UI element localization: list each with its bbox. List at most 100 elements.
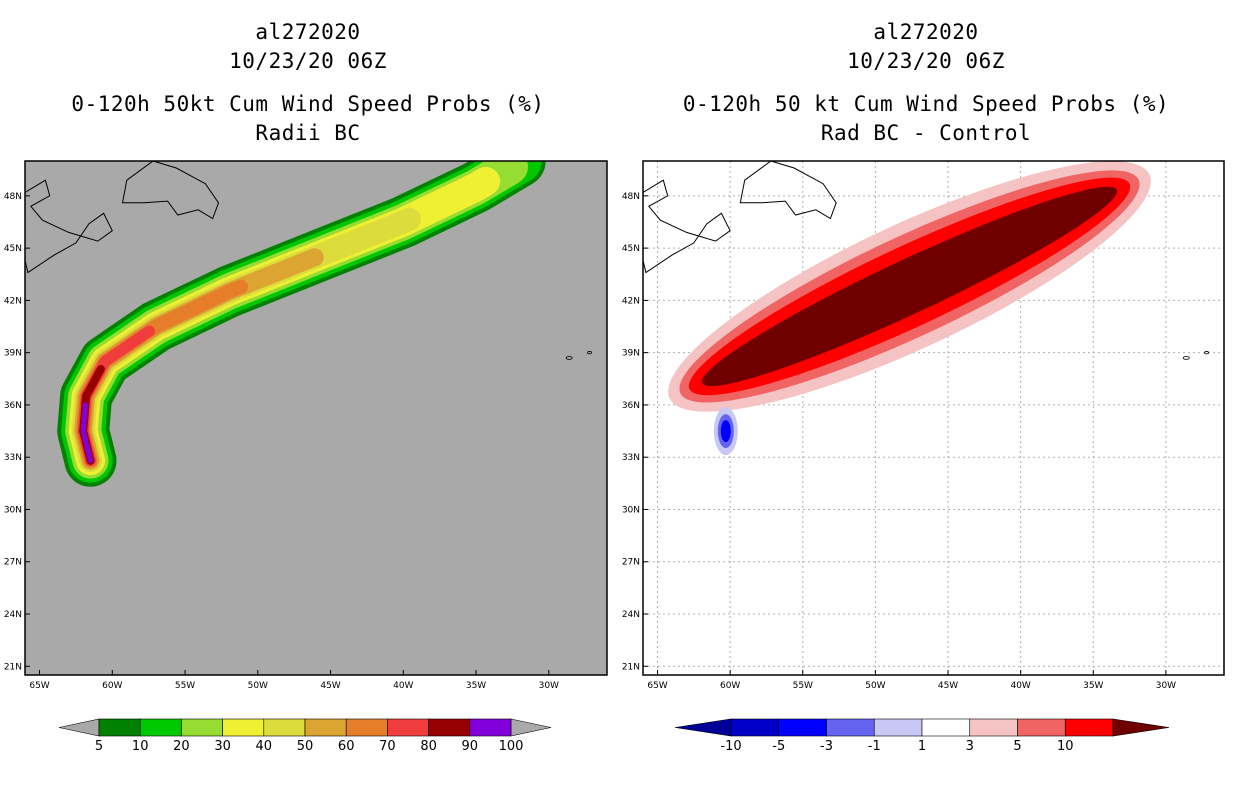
map-contents [643,161,1224,675]
right-map-panel: 65W 60W 55W 50W 45W 40W 35W 30W 21N 24N 27N 30N 33N 3… [622,160,1225,691]
colorbar-swatch [469,718,512,737]
left-title-storm: al272020 [255,20,361,44]
colorbar-over-arrow [510,718,552,737]
colorbar-label: 80 [420,739,437,754]
colorbar-swatch [181,718,223,737]
y-tick-label: 45N [622,244,640,254]
x-tick-label: 50W [248,681,268,691]
colorbar-label: 70 [379,739,396,754]
y-tick-label: 45N [4,244,22,254]
y-tick-label: 21N [4,662,22,672]
diff-band-3 [701,186,1118,387]
left-title-variant: Radii BC [255,121,361,145]
colorbar-label: 20 [173,739,190,754]
x-tick-label: 60W [720,681,740,691]
colorbar-swatch [98,718,141,737]
map-frame [24,160,608,676]
x-tick-label: 30W [539,681,559,691]
colorbar-swatch [304,718,347,737]
colorbar-over-arrow [1112,718,1170,737]
colorbar-label: -1 [868,739,881,754]
coastline-newfoundland [121,161,220,220]
colorbar-swatch [428,718,471,737]
y-tick-label: 27N [622,558,640,568]
colorbar-swatch [345,718,388,737]
x-tick-label: 65W [647,681,667,691]
colorbar-label: -3 [820,739,833,754]
y-tick-label: 24N [622,610,640,620]
right-title-product: 0-120h 50 kt Cum Wind Speed Probs (%) [682,92,1170,116]
colorbar-swatch [1064,718,1114,737]
colorbar-label: 90 [462,739,479,754]
right-title-storm: al272020 [873,20,979,44]
y-tick-label: 36N [4,401,22,411]
x-tick-label: 40W [1010,681,1030,691]
x-tick-label: 55W [793,681,813,691]
y-tick-label: 24N [4,610,22,620]
right-title-variant: Rad BC - Control [820,121,1032,145]
left-map-panel: 65W 60W 55W 50W 45W 40W 35W 30W 21N 24N 27N 30N 33N 3… [4,160,608,691]
colorbar-label: 10 [1057,739,1074,754]
azores-island [1204,351,1209,355]
colorbar-swatch [263,718,306,737]
x-tick-label: 50W [865,681,885,691]
colorbar-label: 3 [966,739,974,754]
x-tick-label: 40W [393,681,413,691]
map-frame [642,160,1225,676]
colorbar-label: 1 [918,739,926,754]
colorbar-swatch [1017,718,1066,737]
coastline-maritimes [643,179,731,274]
colorbar-label: 40 [256,739,273,754]
left-title-date: 10/23/20 06Z [229,49,387,73]
colorbar-swatch [826,718,875,737]
azores-island [565,356,573,360]
x-tick-label: 35W [1083,681,1103,691]
y-tick-label: 30N [622,505,640,515]
colorbar-label: 10 [132,739,149,754]
colorbar-under-arrow [674,718,732,737]
x-tick-label: 65W [29,681,49,691]
x-tick-label: 45W [938,681,958,691]
colorbar-label: -5 [772,739,785,754]
x-tick-label: 45W [320,681,340,691]
azores-island [1182,356,1190,360]
colorbar-swatch [730,718,780,737]
colorbar-label: 5 [1013,739,1021,754]
y-tick-label: 27N [4,558,22,568]
colorbar-swatch [969,718,1018,737]
neg-band-5 [720,420,731,443]
azores-island [587,351,592,355]
colorbar-swatch [778,718,827,737]
y-tick-label: 21N [622,662,640,672]
y-tick-label: 39N [4,349,22,359]
y-tick-label: 42N [4,296,22,306]
right-panel-title: al272020 10/23/20 06Z 0-120h 50 kt Cum W… [626,18,1226,148]
colorbar-label: 100 [499,739,524,754]
colorbar-label: 30 [214,739,231,754]
colorbar-swatch [139,718,182,737]
colorbar-under-arrow [58,718,100,737]
y-tick-label: 33N [4,453,22,463]
colorbar-swatch [222,718,265,737]
colorbar-swatch [873,718,923,737]
y-tick-label: 30N [4,505,22,515]
y-tick-label: 48N [622,192,640,202]
left-title-product: 0-120h 50kt Cum Wind Speed Probs (%) [71,92,545,116]
x-tick-label: 30W [1156,681,1176,691]
colorbar-label: -10 [720,739,741,754]
prob-band-90 [80,161,523,464]
left-colorbar: 5 10 20 30 40 50 60 70 80 90 100 [58,718,552,754]
colorbar-label: 60 [338,739,355,754]
y-tick-label: 48N [4,192,22,202]
colorbar-label: 5 [95,739,103,754]
coastline-maritimes [25,179,113,274]
x-tick-label: 35W [466,681,486,691]
colorbar-swatch [387,718,429,737]
coastline-newfoundland [739,161,837,220]
y-tick-label: 33N [622,453,640,463]
map-contents [25,161,592,487]
right-title-date: 10/23/20 06Z [847,49,1005,73]
colorbar-label: 50 [297,739,314,754]
left-panel-title: al272020 10/23/20 06Z 0-120h 50kt Cum Wi… [8,18,608,148]
